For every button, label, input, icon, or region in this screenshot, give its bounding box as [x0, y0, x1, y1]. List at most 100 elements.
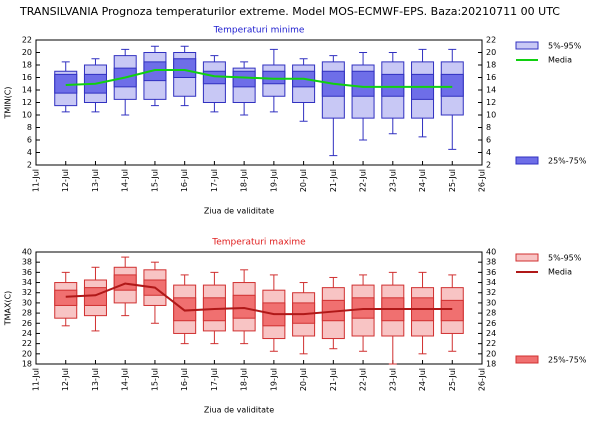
- y2-tick-label: 30: [486, 298, 496, 307]
- y-tick-label: 22: [22, 339, 32, 348]
- y2-tick-label: 28: [486, 309, 496, 318]
- y2-tick-label: 20: [486, 349, 496, 358]
- y2-tick-label: 24: [486, 329, 496, 338]
- y-tick-label: 36: [22, 268, 32, 277]
- x-tick-label: 13-Jul: [91, 169, 100, 192]
- y-tick-label: 14: [22, 86, 32, 95]
- legend-label: 25%-75%: [548, 356, 587, 365]
- y2-tick-label: 12: [486, 98, 496, 107]
- subtitle: Temperaturi minime: [213, 26, 305, 36]
- x-tick-label: 11-Jul: [32, 169, 41, 192]
- y-tick-label: 32: [22, 288, 32, 297]
- x-tick-label: 19-Jul: [269, 368, 278, 391]
- y-tick-label: 18: [22, 360, 32, 369]
- y-tick-label: 12: [22, 98, 32, 107]
- y-axis-label: TMIN(C): [4, 87, 13, 120]
- y-tick-label: 28: [22, 309, 32, 318]
- x-tick-label: 15-Jul: [150, 169, 159, 192]
- y2-tick-label: 18: [486, 61, 496, 70]
- y2-tick-label: 4: [486, 148, 491, 157]
- box-inner: [440, 73, 464, 97]
- y2-tick-label: 38: [486, 258, 496, 267]
- y-tick-label: 40: [22, 248, 32, 257]
- x-tick-label: 25-Jul: [448, 169, 457, 192]
- legend-swatch: [515, 355, 539, 364]
- x-tick-label: 16-Jul: [180, 169, 189, 192]
- x-tick-label: 22-Jul: [359, 169, 368, 192]
- x-tick-label: 19-Jul: [269, 169, 278, 192]
- y2-tick-label: 16: [486, 73, 496, 82]
- box-inner: [381, 73, 405, 97]
- x-tick-label: 21-Jul: [329, 368, 338, 391]
- y-tick-label: 2: [27, 161, 32, 170]
- y-tick-label: 38: [22, 258, 32, 267]
- x-tick-label: 24-Jul: [418, 368, 427, 391]
- y-tick-label: 18: [22, 61, 32, 70]
- y2-tick-label: 40: [486, 248, 496, 257]
- x-tick-label: 15-Jul: [150, 368, 159, 391]
- box-inner: [440, 299, 464, 322]
- x-tick-label: 13-Jul: [91, 368, 100, 391]
- legend-label: 25%-75%: [548, 157, 587, 166]
- box-inner: [351, 70, 375, 97]
- x-tick-label: 26-Jul: [478, 368, 487, 391]
- y-tick-label: 20: [22, 349, 32, 358]
- legend-swatch: [515, 253, 539, 262]
- box-inner: [232, 294, 256, 319]
- median-line: [65, 69, 453, 88]
- x-tick-label: 23-Jul: [388, 368, 397, 391]
- chart-title: TRANSILVANIA Prognoza temperaturilor ext…: [19, 5, 560, 18]
- legend-label: 5%-95%: [548, 254, 582, 263]
- x-tick-label: 22-Jul: [359, 368, 368, 391]
- legend-swatch: [515, 156, 539, 165]
- legend-swatch: [515, 41, 539, 50]
- y2-tick-label: 22: [486, 36, 496, 45]
- y2-tick-label: 18: [486, 360, 496, 369]
- y2-tick-label: 2: [486, 161, 491, 170]
- y2-tick-label: 32: [486, 288, 496, 297]
- y-tick-label: 20: [22, 48, 32, 57]
- x-tick-label: 20-Jul: [299, 368, 308, 391]
- y-tick-label: 16: [22, 73, 32, 82]
- x-tick-label: 17-Jul: [210, 368, 219, 391]
- box-inner: [143, 61, 167, 82]
- median-line: [65, 282, 453, 316]
- y-tick-label: 24: [22, 329, 32, 338]
- box-inner: [232, 70, 256, 88]
- y-tick-label: 8: [27, 123, 32, 132]
- x-axis-label: Ziua de validitate: [204, 406, 274, 415]
- y2-tick-label: 36: [486, 268, 496, 277]
- plot-frame: [35, 251, 483, 365]
- y-tick-label: 4: [27, 148, 32, 157]
- x-tick-label: 18-Jul: [240, 169, 249, 192]
- x-tick-label: 25-Jul: [448, 368, 457, 391]
- x-tick-label: 23-Jul: [388, 169, 397, 192]
- y2-tick-label: 34: [486, 278, 496, 287]
- x-tick-label: 14-Jul: [121, 368, 130, 391]
- x-tick-label: 11-Jul: [32, 368, 41, 391]
- legend-label: Media: [548, 56, 572, 65]
- box-inner: [351, 297, 375, 319]
- subtitle: Temperaturi maxime: [211, 238, 306, 248]
- y-tick-label: 34: [22, 278, 32, 287]
- x-tick-label: 21-Jul: [329, 169, 338, 192]
- y-tick-label: 26: [22, 319, 32, 328]
- y2-tick-label: 10: [486, 111, 496, 120]
- x-tick-label: 17-Jul: [210, 169, 219, 192]
- y2-tick-label: 14: [486, 86, 496, 95]
- y-axis-label: TMAX(C): [4, 291, 13, 327]
- x-tick-label: 24-Jul: [418, 169, 427, 192]
- y2-tick-label: 22: [486, 339, 496, 348]
- y-tick-label: 30: [22, 298, 32, 307]
- y-tick-label: 10: [22, 111, 32, 120]
- x-tick-label: 26-Jul: [478, 169, 487, 192]
- y2-tick-label: 8: [486, 123, 491, 132]
- y2-tick-label: 6: [486, 136, 491, 145]
- y-tick-label: 22: [22, 36, 32, 45]
- legend-label: 5%-95%: [548, 42, 582, 51]
- x-tick-label: 12-Jul: [61, 368, 70, 391]
- x-axis-label: Ziua de validitate: [204, 207, 274, 216]
- x-tick-label: 16-Jul: [180, 368, 189, 391]
- x-tick-label: 12-Jul: [61, 169, 70, 192]
- x-tick-label: 18-Jul: [240, 368, 249, 391]
